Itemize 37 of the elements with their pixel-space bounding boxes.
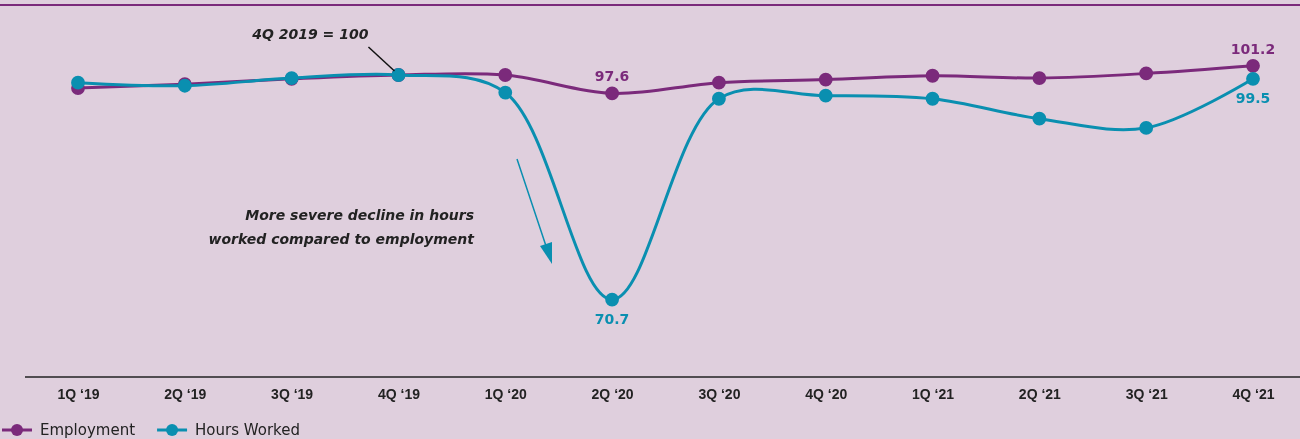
x-tick-label: 2Q ‘19 <box>164 385 207 402</box>
x-tick-label: 3Q ‘21 <box>1125 385 1168 402</box>
point <box>71 75 85 90</box>
point <box>712 75 726 90</box>
annotation: More severe decline in hours worked compared to employment <box>208 207 476 247</box>
x-tick-label: 1Q ‘21 <box>912 385 955 402</box>
point <box>925 68 940 83</box>
point <box>1139 120 1154 135</box>
point <box>925 91 940 106</box>
point <box>1246 71 1260 86</box>
point <box>1032 71 1047 85</box>
x-tick-label: 3Q ‘20 <box>698 385 741 402</box>
point <box>818 88 833 103</box>
data-label: 97.6 <box>594 68 630 85</box>
point <box>712 91 726 106</box>
x-tick-label: 2Q ‘21 <box>1018 385 1062 402</box>
legend-label: Employment <box>40 421 136 439</box>
point <box>605 86 619 101</box>
x-tick-label: 2Q ‘20 <box>591 385 634 402</box>
data-label: 70.7 <box>594 310 630 327</box>
legend-label: Hours Worked <box>195 421 300 439</box>
point <box>1032 111 1047 126</box>
point <box>818 72 833 87</box>
x-tick-label: 1Q ‘20 <box>484 385 527 402</box>
point <box>498 68 513 82</box>
x-tick-label: 4Q ‘19 <box>377 385 421 402</box>
point <box>605 292 619 307</box>
x-tick-label: 4Q ‘20 <box>805 385 848 402</box>
x-tick-label: 3Q ‘19 <box>271 385 314 402</box>
data-label: 99.5 <box>1235 89 1271 106</box>
annotation: 4Q 2019 = 100 <box>251 25 369 42</box>
point <box>1246 58 1260 73</box>
data-label: 101.2 <box>1230 40 1276 57</box>
x-tick-label: 4Q ‘21 <box>1232 385 1275 402</box>
point <box>498 85 513 100</box>
x-tick-label: 1Q ‘19 <box>57 385 100 402</box>
point <box>1139 66 1154 81</box>
